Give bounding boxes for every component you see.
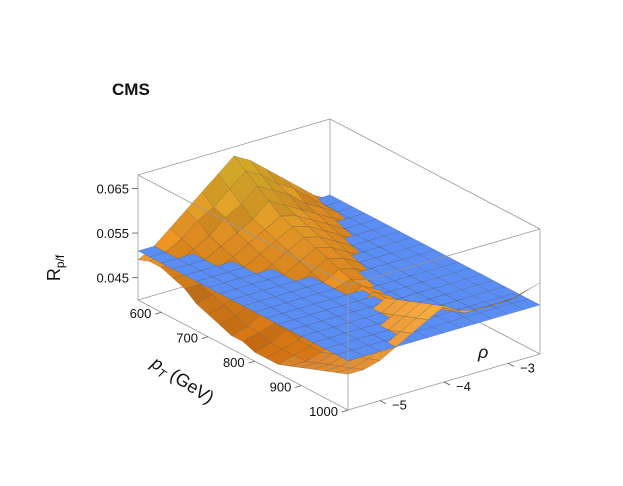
x-tick (341, 409, 349, 413)
z-axis-title-main: R (44, 268, 64, 281)
y-tick (443, 381, 451, 386)
svg-text:Rp/f: Rp/f (44, 254, 67, 281)
box-edge (329, 118, 541, 230)
svg-text:pT (GeV): pT (GeV) (145, 352, 217, 410)
y-tick-label: −5 (392, 398, 407, 413)
plane-patch (463, 312, 493, 324)
box-edge (137, 299, 349, 411)
y-tick (379, 400, 387, 405)
y-axis-title: ρ (477, 342, 488, 362)
tick-layer: 600 700 800 900 1000 −5 −4 −3 0.045 0.055 0.065 (96, 181, 534, 419)
surface-patch (448, 308, 477, 314)
surface-patch (399, 317, 429, 334)
x-tick (155, 311, 162, 315)
surface-patch (480, 300, 509, 309)
y-tick (507, 362, 515, 367)
z-tick-label: 0.065 (96, 181, 129, 196)
surface-layer (137, 155, 541, 375)
y-tick-label: −3 (520, 360, 535, 375)
box-edge (137, 118, 331, 176)
x-tick (201, 336, 209, 340)
x-tick-label: 900 (270, 380, 292, 395)
x-axis-title: pT (GeV) (145, 352, 218, 410)
plane-patch (367, 340, 397, 352)
z-axis-title-sub: p/f (53, 254, 67, 268)
x-tick-label: 800 (223, 355, 245, 370)
x-tick (295, 385, 302, 388)
x-axis-title-rest: (GeV) (162, 362, 217, 408)
experiment-label: CMS (112, 80, 150, 99)
z-axis-title: Rp/f (44, 254, 67, 281)
box-edge (347, 228, 541, 286)
z-tick-label: 0.055 (96, 226, 129, 241)
y-tick-label: −4 (456, 379, 471, 394)
box-edge (137, 174, 349, 286)
plane-patch (415, 326, 445, 338)
x-tick-label: 600 (130, 306, 152, 321)
x-tick (248, 360, 255, 364)
plane-patch (335, 349, 365, 362)
x-tick-label: 700 (176, 331, 198, 346)
x-tick-label: 1000 (309, 404, 338, 419)
surface-patch (336, 367, 365, 375)
z-tick-label: 0.045 (96, 271, 129, 286)
